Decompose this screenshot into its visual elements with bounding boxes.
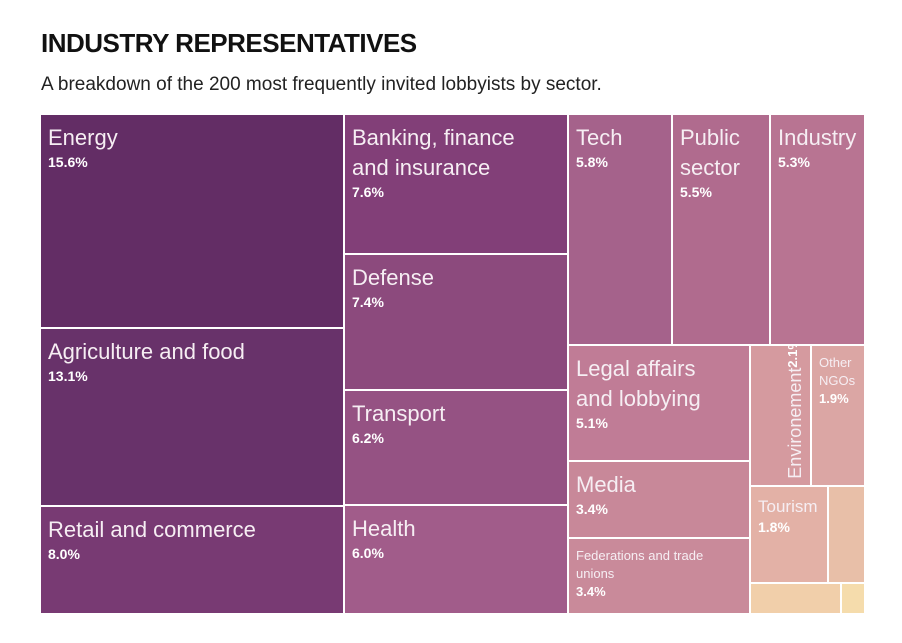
treemap-tile-public-sector: Public sector 5.5% bbox=[673, 115, 771, 346]
tile-percentage: 5.8% bbox=[576, 154, 608, 170]
treemap-tile-retail-and-commerce: Retail and commerce 8.0% bbox=[41, 507, 345, 615]
tile-percentage: 1.8% bbox=[758, 519, 790, 535]
treemap: Energy 15.6% Agriculture and food 13.1% Reta… bbox=[41, 115, 866, 615]
tile-percentage: 15.6% bbox=[48, 154, 88, 170]
tile-label: Banking, finance and insurance 7.6% bbox=[352, 123, 515, 201]
tile-label: Federations and trade unions 3.4% bbox=[576, 547, 703, 601]
tile-label: Agriculture and food 13.1% bbox=[48, 337, 245, 385]
treemap-tile-industry: Industry 5.3% bbox=[771, 115, 866, 346]
tile-percentage: 6.0% bbox=[352, 545, 384, 561]
tile-label: Tourism 1.8% bbox=[758, 495, 818, 536]
tile-name: Energy bbox=[48, 125, 118, 150]
treemap-tile-banking-finance-and-insurance: Banking, finance and insurance 7.6% bbox=[345, 115, 569, 255]
tile-percentage: 1.9% bbox=[819, 391, 849, 406]
treemap-tile-media: Media 3.4% bbox=[569, 462, 751, 539]
tile-name: Tourism bbox=[758, 497, 818, 516]
tile-name: Agriculture and food bbox=[48, 339, 245, 364]
tile-name: Other NGOs bbox=[819, 355, 856, 388]
chart-subtitle: A breakdown of the 200 most frequently i… bbox=[41, 74, 602, 95]
tile-label: Energy 15.6% bbox=[48, 123, 118, 171]
tile-name: Legal affairs and lobbying bbox=[576, 356, 701, 411]
tile-name: Health bbox=[352, 516, 416, 541]
tile-label: Legal affairs and lobbying 5.1% bbox=[576, 354, 701, 432]
tile-label: Public sector 5.5% bbox=[680, 123, 740, 201]
treemap-tile-unlabeled-3 bbox=[842, 584, 866, 615]
treemap-tile-health: Health 6.0% bbox=[345, 506, 569, 615]
treemap-tile-environement: Environement 2.1% bbox=[751, 346, 812, 487]
tile-label: Health 6.0% bbox=[352, 514, 416, 562]
tile-label: Industry 5.3% bbox=[778, 123, 856, 171]
tile-name: Industry bbox=[778, 125, 857, 150]
tile-name: Transport bbox=[352, 401, 446, 426]
tile-label: Retail and commerce 8.0% bbox=[48, 515, 256, 563]
treemap-tile-unlabeled-1 bbox=[829, 487, 866, 584]
tile-label: Media 3.4% bbox=[576, 470, 636, 518]
tile-percentage: 2.1% bbox=[785, 346, 800, 368]
tile-name: Defense bbox=[352, 265, 434, 290]
tile-percentage: 3.4% bbox=[576, 501, 608, 517]
treemap-tile-agriculture-and-food: Agriculture and food 13.1% bbox=[41, 329, 345, 507]
chart-title: INDUSTRY REPRESENTATIVES bbox=[41, 28, 417, 58]
tile-label: Environement 2.1% bbox=[784, 346, 806, 479]
treemap-tile-energy: Energy 15.6% bbox=[41, 115, 345, 329]
tile-label: Tech 5.8% bbox=[576, 123, 622, 171]
treemap-tile-legal-affairs-and-lobbying: Legal affairs and lobbying 5.1% bbox=[569, 346, 751, 462]
tile-name: Federations and trade unions bbox=[576, 548, 704, 581]
tile-name: Retail and commerce bbox=[48, 517, 256, 542]
treemap-tile-unlabeled-2 bbox=[751, 584, 842, 615]
tile-percentage: 13.1% bbox=[48, 368, 88, 384]
treemap-tile-federations-and-trade-unions: Federations and trade unions 3.4% bbox=[569, 539, 751, 615]
tile-percentage: 6.2% bbox=[352, 430, 384, 446]
treemap-tile-other-ngos: Other NGOs 1.9% bbox=[812, 346, 866, 487]
treemap-tile-transport: Transport 6.2% bbox=[345, 391, 569, 506]
tile-label: Other NGOs 1.9% bbox=[819, 354, 855, 408]
tile-label: Transport 6.2% bbox=[352, 399, 445, 447]
tile-name: Tech bbox=[576, 125, 623, 150]
tile-name: Environement bbox=[785, 367, 805, 479]
tile-name: Public sector bbox=[680, 125, 740, 180]
tile-percentage: 5.5% bbox=[680, 184, 712, 200]
tile-percentage: 7.4% bbox=[352, 294, 384, 310]
tile-name: Media bbox=[576, 472, 636, 497]
tile-percentage: 5.3% bbox=[778, 154, 810, 170]
treemap-tile-tech: Tech 5.8% bbox=[569, 115, 673, 346]
tile-name: Banking, finance and insurance bbox=[352, 125, 515, 180]
treemap-tile-defense: Defense 7.4% bbox=[345, 255, 569, 391]
treemap-tile-tourism: Tourism 1.8% bbox=[751, 487, 829, 584]
tile-percentage: 3.4% bbox=[576, 584, 606, 599]
tile-percentage: 8.0% bbox=[48, 546, 80, 562]
tile-label: Defense 7.4% bbox=[352, 263, 434, 311]
tile-percentage: 5.1% bbox=[576, 415, 608, 431]
tile-percentage: 7.6% bbox=[352, 184, 384, 200]
